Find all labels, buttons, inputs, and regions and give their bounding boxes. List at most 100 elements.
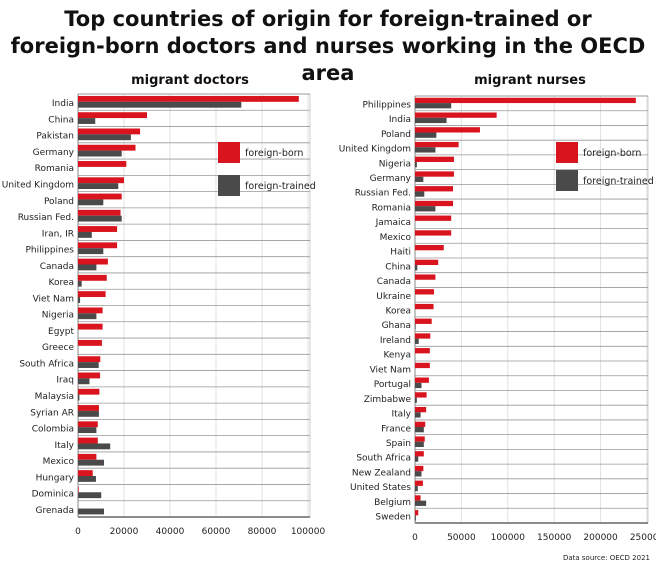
doctors-bar-foreign-trained [78, 476, 96, 482]
doctors-bar-foreign-born [78, 356, 101, 363]
nurses-legend-swatch [556, 170, 578, 191]
nurses-bar-foreign-trained [415, 206, 436, 212]
nurses-tick-label: 200000 [583, 533, 618, 543]
nurses-category-label: United Kingdom [339, 145, 411, 155]
nurses-category-label: China [385, 262, 411, 272]
doctors-tick-label: 80000 [248, 527, 277, 537]
doctors-category-label: Romania [35, 164, 74, 174]
doctors-category-label: Philippines [26, 246, 75, 256]
doctors-bar-foreign-born [78, 112, 147, 119]
doctors-bar-foreign-born [78, 209, 121, 216]
doctors-category-label: Mexico [43, 457, 75, 467]
doctors-tick-label: 20000 [110, 527, 139, 537]
nurses-category-label: Korea [385, 307, 411, 317]
nurses-bar-foreign-trained [415, 397, 417, 403]
doctors-category-label: Italy [54, 441, 74, 451]
nurses-category-label: Ireland [380, 336, 411, 346]
nurses-bar-foreign-trained [415, 338, 419, 344]
nurses-tick-label: 250000 [630, 533, 656, 543]
doctors-legend-label: foreign-trained [245, 181, 316, 192]
nurses-bar-foreign-trained [415, 500, 427, 506]
nurses-bar-foreign-trained [415, 265, 418, 271]
doctors-bar-foreign-trained [78, 101, 242, 108]
doctors-bar-foreign-trained [78, 199, 104, 206]
doctors-bar-foreign-trained [78, 313, 97, 320]
doctors-category-label: Pakistan [36, 132, 74, 142]
doctors-bar-foreign-born [78, 339, 102, 346]
nurses-category-label: Portugal [374, 380, 411, 390]
doctors-bar-foreign-trained [78, 443, 111, 450]
nurses-bar-foreign-born [415, 245, 444, 251]
doctors-category-label: Germany [33, 148, 75, 158]
doctors-category-label: United Kingdom [2, 180, 74, 190]
doctors-bar-foreign-trained [78, 215, 122, 222]
nurses-bar-foreign-born [415, 362, 430, 369]
doctors-bar-foreign-born [78, 388, 100, 395]
doctors-bar-foreign-trained [78, 410, 99, 417]
nurses-bar-foreign-born [415, 333, 431, 339]
nurses-category-label: New Zealand [352, 468, 411, 478]
doctors-bar-foreign-born [78, 372, 101, 379]
nurses-tick-label: 150000 [537, 533, 572, 543]
doctors-category-label: Korea [48, 278, 74, 288]
nurses-bar-foreign-trained [415, 103, 452, 109]
doctors-bar-foreign-trained [78, 459, 104, 466]
nurses-category-label: Sweden [375, 513, 411, 523]
nurses-category-label: Viet Nam [370, 365, 411, 375]
nurses-bar-foreign-born [415, 274, 436, 280]
nurses-bar-foreign-born [415, 97, 636, 104]
doctors-category-label: Poland [44, 197, 74, 207]
nurses-bar-foreign-trained [415, 412, 421, 418]
doctors-bar-foreign-trained [78, 150, 122, 157]
nurses-bar-foreign-trained [415, 132, 437, 138]
doctors-category-label: Iran, IR [42, 229, 74, 239]
title-line-2: foreign-born doctors and nurses working … [10, 34, 646, 85]
nurses-bar-foreign-trained [415, 161, 417, 168]
doctors-category-label: Nigeria [42, 311, 74, 321]
doctors-bar-foreign-born [78, 95, 299, 102]
nurses-bar-foreign-trained [415, 191, 425, 197]
doctors-category-label: Greece [42, 343, 74, 353]
doctors-category-label: Colombia [32, 425, 74, 435]
nurses-bar-foreign-trained [415, 426, 424, 433]
nurses-category-label: France [381, 424, 411, 434]
nurses-tick-label: 100000 [491, 533, 526, 543]
doctors-legend-label: foreign-born [245, 148, 303, 159]
chart-title: Top countries of origin for foreign-trai… [0, 6, 656, 87]
doctors-bar-foreign-born [78, 421, 98, 428]
nurses-category-label: Jamaica [375, 218, 411, 228]
doctors-bar-foreign-trained [78, 118, 96, 124]
nurses-bar-foreign-born [415, 303, 434, 310]
doctors-tick-label: 0 [75, 527, 81, 537]
nurses-bar-foreign-born [415, 127, 480, 133]
doctors-bar-foreign-born [78, 453, 97, 460]
doctors-bar-foreign-born [78, 177, 124, 184]
doctors-bar-foreign-trained [78, 248, 104, 255]
nurses-bar-foreign-trained [415, 117, 447, 124]
nurses-bar-foreign-born [415, 259, 439, 266]
nurses-legend-label: foreign-born [583, 148, 641, 159]
doctors-category-label: India [52, 99, 74, 109]
nurses-bar-foreign-born [415, 112, 497, 118]
nurses-legend-swatch [556, 142, 578, 163]
nurses-bar-foreign-trained [415, 471, 422, 477]
doctors-category-label: Grenada [36, 506, 74, 516]
nurses-bar-foreign-born [415, 495, 421, 501]
doctors-bar-foreign-born [78, 291, 106, 298]
nurses-bar-foreign-born [415, 215, 452, 221]
nurses-bar-foreign-born [415, 348, 430, 354]
doctors-bar-foreign-trained [78, 280, 82, 287]
nurses-category-label: Nigeria [379, 159, 411, 169]
doctors-category-label: Iraq [56, 376, 74, 386]
doctors-category-label: Canada [40, 262, 74, 272]
doctors-bar-foreign-born [78, 323, 103, 330]
doctors-bar-foreign-born [78, 144, 136, 151]
nurses-category-label: South Africa [356, 454, 411, 464]
doctors-bar-foreign-trained [78, 492, 102, 499]
nurses-bar-foreign-born [415, 480, 423, 486]
nurses-category-label: Ghana [382, 321, 411, 331]
doctors-bar-foreign-born [78, 161, 127, 167]
doctors-category-label: South Africa [19, 359, 74, 369]
doctors-category-label: Dominica [32, 490, 74, 500]
